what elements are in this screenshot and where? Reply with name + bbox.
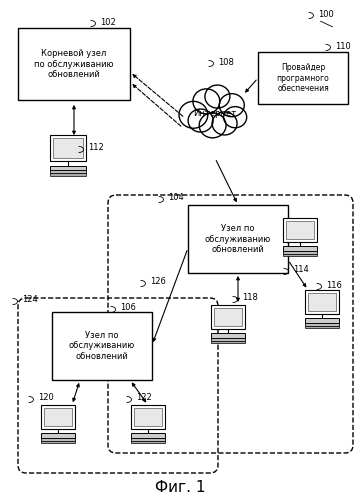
FancyBboxPatch shape xyxy=(211,338,245,340)
Ellipse shape xyxy=(199,113,226,138)
FancyBboxPatch shape xyxy=(308,293,336,311)
FancyBboxPatch shape xyxy=(50,166,86,170)
FancyBboxPatch shape xyxy=(214,308,242,326)
FancyBboxPatch shape xyxy=(50,170,86,174)
FancyBboxPatch shape xyxy=(211,305,245,329)
Text: 106: 106 xyxy=(120,303,136,312)
Text: 114: 114 xyxy=(293,265,309,274)
Ellipse shape xyxy=(219,94,244,117)
Ellipse shape xyxy=(179,101,208,128)
FancyBboxPatch shape xyxy=(41,438,75,441)
FancyBboxPatch shape xyxy=(50,135,86,161)
FancyBboxPatch shape xyxy=(283,218,317,242)
FancyBboxPatch shape xyxy=(131,441,165,443)
Ellipse shape xyxy=(205,85,230,108)
FancyBboxPatch shape xyxy=(131,438,165,441)
FancyBboxPatch shape xyxy=(50,174,86,176)
Text: Узел по
обслуживанию
обновлений: Узел по обслуживанию обновлений xyxy=(205,224,271,254)
FancyBboxPatch shape xyxy=(53,138,83,158)
Ellipse shape xyxy=(188,109,213,132)
Ellipse shape xyxy=(193,89,220,114)
FancyBboxPatch shape xyxy=(52,312,152,380)
FancyBboxPatch shape xyxy=(283,247,317,250)
Text: 100: 100 xyxy=(318,9,334,18)
FancyBboxPatch shape xyxy=(305,318,339,323)
Text: Узел по
обслуживанию
обновлений: Узел по обслуживанию обновлений xyxy=(69,331,135,361)
FancyBboxPatch shape xyxy=(283,250,317,253)
FancyBboxPatch shape xyxy=(131,433,165,438)
Text: 124: 124 xyxy=(22,295,38,304)
Text: 120: 120 xyxy=(38,394,54,403)
Text: Корневой узел
по обслуживанию
обновлений: Корневой узел по обслуживанию обновлений xyxy=(34,49,114,79)
FancyBboxPatch shape xyxy=(41,405,75,429)
FancyBboxPatch shape xyxy=(305,325,339,327)
Text: 112: 112 xyxy=(88,144,104,153)
FancyBboxPatch shape xyxy=(188,205,288,273)
FancyBboxPatch shape xyxy=(41,433,75,438)
FancyBboxPatch shape xyxy=(286,221,314,239)
Text: 108: 108 xyxy=(218,57,234,66)
FancyBboxPatch shape xyxy=(211,340,245,342)
FancyBboxPatch shape xyxy=(211,333,245,338)
Ellipse shape xyxy=(212,112,237,135)
Text: 122: 122 xyxy=(136,394,152,403)
FancyBboxPatch shape xyxy=(283,253,317,255)
Ellipse shape xyxy=(224,107,247,128)
Text: 118: 118 xyxy=(242,293,258,302)
Text: 110: 110 xyxy=(335,41,351,50)
FancyBboxPatch shape xyxy=(305,323,339,325)
FancyBboxPatch shape xyxy=(305,290,339,314)
Text: 116: 116 xyxy=(326,280,342,289)
FancyBboxPatch shape xyxy=(41,441,75,443)
Text: 102: 102 xyxy=(100,17,116,26)
Text: Интернет: Интернет xyxy=(193,109,236,118)
Text: Фиг. 1: Фиг. 1 xyxy=(155,481,205,496)
FancyBboxPatch shape xyxy=(134,408,162,426)
FancyBboxPatch shape xyxy=(44,408,72,426)
FancyBboxPatch shape xyxy=(258,52,348,104)
FancyBboxPatch shape xyxy=(131,405,165,429)
FancyBboxPatch shape xyxy=(18,28,130,100)
Text: 104: 104 xyxy=(168,194,184,203)
Text: Провайдер
програмного
обеспечения: Провайдер програмного обеспечения xyxy=(277,63,329,93)
Text: 126: 126 xyxy=(150,277,166,286)
